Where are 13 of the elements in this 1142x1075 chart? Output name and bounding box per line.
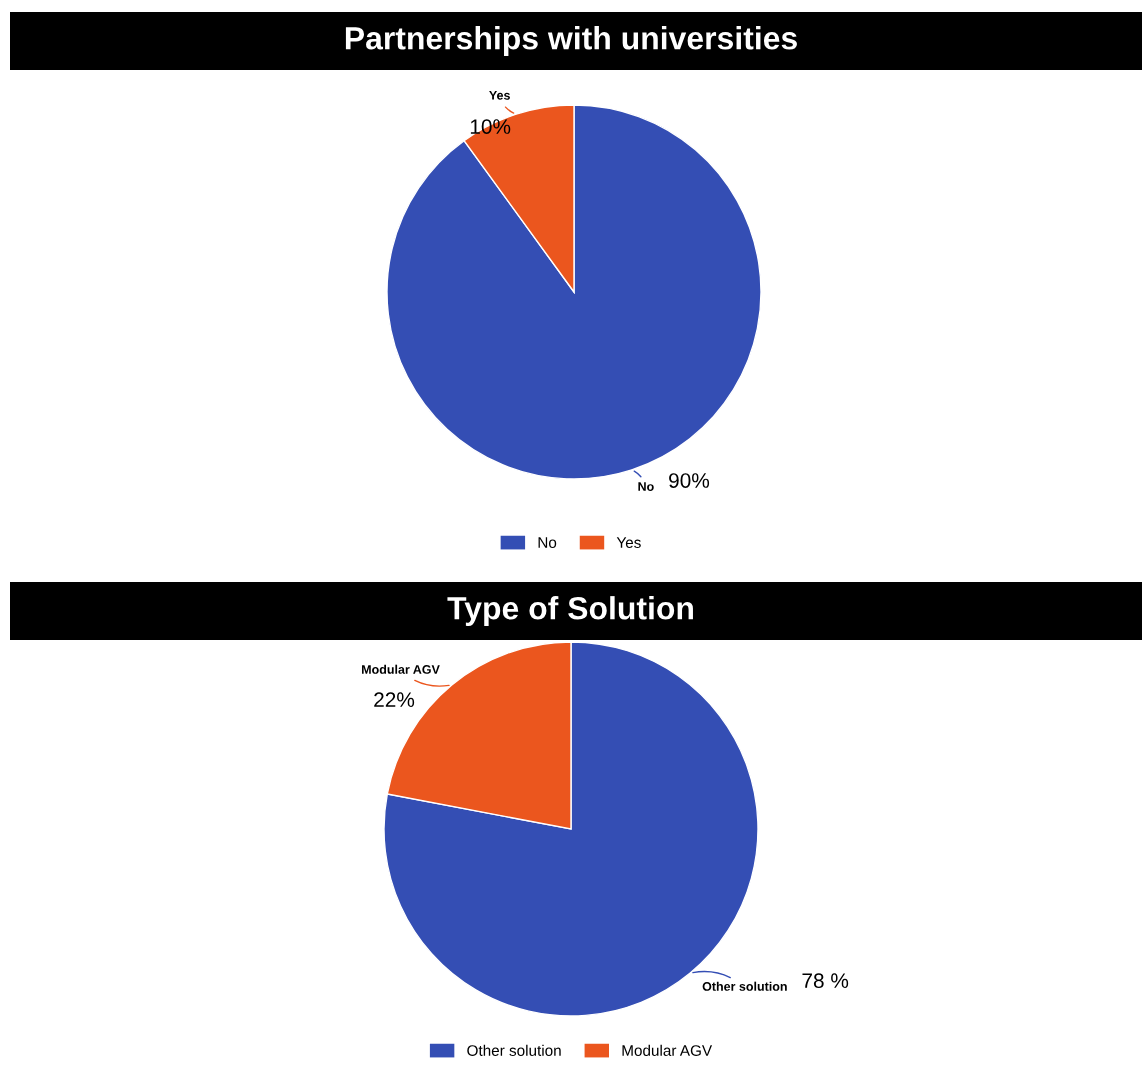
legend-label: Modular AGV (622, 1044, 713, 1056)
chart-title: Type of Solution (447, 596, 693, 626)
data-label: 22% (374, 692, 415, 707)
slice-label: Modular AGV (362, 664, 440, 674)
slice-label: Yes (489, 91, 510, 100)
slice-label: Other solution (702, 981, 787, 991)
slice-label: No (638, 482, 654, 491)
data-label: 78 % (802, 973, 849, 989)
legend-label: Yes (616, 537, 641, 548)
legend-label: No (538, 537, 557, 548)
chart-title: Partnerships with universities (345, 26, 797, 56)
legend-label: Other solution (467, 1044, 561, 1056)
data-label: 90% (669, 473, 710, 488)
